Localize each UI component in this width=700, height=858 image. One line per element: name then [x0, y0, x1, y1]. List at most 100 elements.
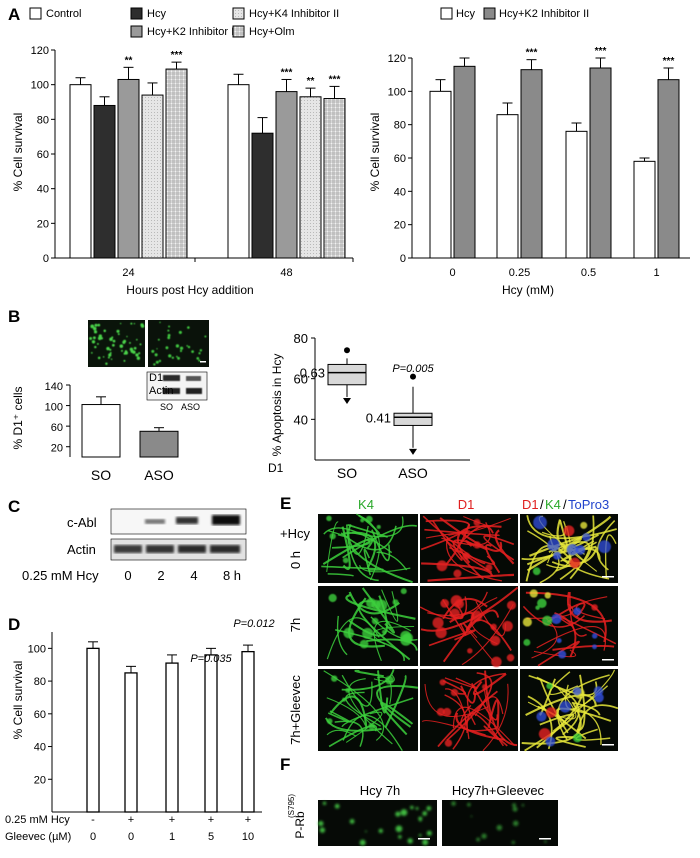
cell-dot — [426, 830, 432, 836]
cell-dot — [191, 350, 194, 354]
fiber — [526, 515, 617, 540]
bar — [251, 132, 274, 259]
scale-bar — [602, 744, 614, 746]
cell-dot — [111, 343, 115, 347]
b-box-xprefix: D1 — [268, 461, 284, 475]
row-gleevec-value: 0 — [128, 831, 134, 843]
cell-dot — [109, 348, 112, 351]
significance-label: *** — [595, 46, 607, 57]
fiber — [483, 688, 492, 721]
d-row-hcy-label: 0.25 mM Hcy — [5, 814, 70, 826]
cell-dot — [167, 329, 170, 332]
cell-dot — [410, 805, 414, 810]
fiber — [551, 515, 595, 567]
x-tick-label: ASO — [398, 465, 428, 481]
nucleus — [593, 686, 604, 696]
nucleus — [598, 540, 611, 554]
c-lane-2: 2 — [157, 568, 164, 583]
y-tick-label: 100 — [45, 402, 63, 414]
fiber — [363, 548, 372, 576]
bar — [81, 404, 121, 458]
scale-bar-f1 — [418, 838, 430, 840]
y-tick-label: 80 — [394, 120, 406, 132]
significance-label: *** — [526, 48, 538, 59]
cell-body — [331, 675, 338, 682]
median-label: 0.63 — [300, 366, 325, 381]
e-header-merge-d1: D1 — [522, 497, 539, 512]
cell-dot — [178, 330, 182, 335]
cell-dot — [512, 803, 517, 808]
fiber — [327, 573, 354, 577]
fiber — [442, 599, 467, 636]
cell-dot — [132, 350, 136, 354]
cell-dot — [94, 323, 98, 327]
cell-dot — [90, 324, 95, 329]
fiber — [482, 683, 509, 752]
cell-body — [432, 617, 444, 629]
bar — [117, 78, 140, 259]
fiber — [571, 701, 601, 716]
fiber — [552, 644, 615, 651]
cell-dot — [418, 816, 423, 821]
legend-a-right: Hcy Hcy+K2 Inhibitor II — [440, 7, 589, 20]
significance-label: *** — [663, 56, 675, 67]
cell-body — [462, 552, 470, 560]
legend-swatch-control — [29, 7, 42, 20]
x-tick-label: SO — [337, 465, 357, 481]
median-label: 0.41 — [366, 410, 391, 425]
cell-dot — [176, 355, 178, 358]
cell-dot — [171, 356, 175, 359]
cell-body — [490, 623, 497, 631]
fiber — [485, 544, 501, 574]
fiber — [548, 541, 590, 580]
bar — [165, 68, 188, 259]
cell-dot — [544, 840, 547, 843]
cell-dot — [151, 349, 155, 353]
cell-body — [440, 599, 450, 608]
cell-dot — [135, 338, 138, 341]
scale-bar — [602, 576, 614, 578]
cell-body — [544, 592, 551, 599]
c-lane-8h: 8 h — [223, 568, 241, 583]
y-tick-label: 40 — [34, 742, 46, 754]
chart-a-right: 0 20 40 60 80 100 120 0 *** 0.25 *** 0.5 *** 1 — [388, 46, 690, 279]
bar — [86, 647, 100, 813]
micrograph-cell — [420, 514, 518, 583]
bar — [565, 130, 588, 259]
cell-dot — [133, 322, 136, 325]
fiber — [341, 697, 414, 728]
bar — [69, 84, 92, 259]
nucleus — [559, 700, 572, 713]
c-western-blot: c-Abl Actin 0.25 mM Hcy 0 2 4 8 h — [22, 508, 247, 583]
cell-dot — [168, 325, 171, 328]
bar — [165, 662, 179, 813]
blot-row-actin: Actin — [67, 542, 96, 557]
bar — [657, 79, 680, 259]
cell-dot — [198, 359, 201, 362]
significance-label: ** — [125, 55, 133, 66]
y-tick-label: 20 — [394, 220, 406, 232]
cell-dot — [426, 806, 432, 811]
cell-dot — [120, 349, 123, 352]
y-tick-label: 60 — [294, 372, 308, 387]
cell-dot — [108, 353, 112, 357]
legend-swatch-hcy — [130, 7, 143, 20]
fiber — [357, 600, 411, 661]
bar — [323, 98, 346, 259]
fiber — [596, 520, 616, 571]
row-gleevec-value: 1 — [169, 831, 175, 843]
outlier-point — [410, 373, 416, 380]
fiber — [539, 678, 569, 734]
e-row-label-7h: 7h — [288, 618, 303, 632]
cell-body — [326, 718, 333, 724]
cell-dot — [130, 322, 133, 325]
legend-label-k4: Hcy+K4 Inhibitor II — [249, 8, 339, 20]
cell-body — [591, 604, 598, 611]
cell-dot — [139, 343, 142, 346]
y-tick-label: 20 — [34, 774, 46, 786]
x-tick-label: 0.5 — [581, 267, 596, 279]
cell-body — [506, 600, 517, 610]
bar — [204, 654, 218, 813]
outlier-point — [344, 347, 350, 354]
cell-dot — [105, 362, 108, 365]
